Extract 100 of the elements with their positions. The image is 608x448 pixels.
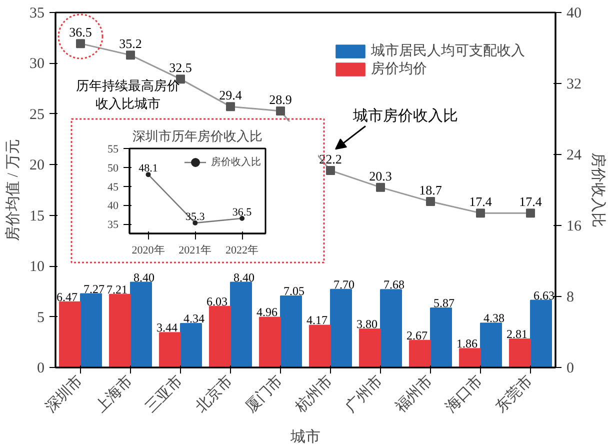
data-label: 7.05 xyxy=(284,284,304,298)
y2-tick-label: 24 xyxy=(566,148,582,164)
x-tick-label: 北京市 xyxy=(192,372,236,416)
point xyxy=(326,166,335,175)
data-label: 35.2 xyxy=(119,36,142,52)
data-label: 4.96 xyxy=(256,305,278,320)
bar xyxy=(230,282,252,368)
y-tick-label: 25 xyxy=(30,106,44,123)
x-tick-label: 2021年 xyxy=(178,244,212,256)
point xyxy=(226,102,235,112)
x-tick-label: 上海市 xyxy=(92,372,136,416)
bar xyxy=(359,328,381,368)
bar xyxy=(180,322,202,368)
bar xyxy=(59,301,81,368)
x-tick-label: 海口市 xyxy=(442,372,486,416)
y2-tick-label: 16 xyxy=(566,218,582,234)
point xyxy=(476,208,485,218)
bar xyxy=(109,294,131,368)
point xyxy=(276,106,285,116)
bar xyxy=(480,322,502,368)
data-label: 28.9 xyxy=(269,92,292,108)
y2-tick-label: 8 xyxy=(566,290,574,306)
y-tick-label: 10 xyxy=(30,259,44,276)
y2-tick-label: 32 xyxy=(566,76,582,92)
legend-label: 房价收入比 xyxy=(211,156,261,169)
data-label: 3.44 xyxy=(156,320,178,335)
y-tick-label: 40 xyxy=(108,200,119,212)
y2-axis-title: 房价收入比 xyxy=(590,152,606,228)
x-tick-label: 广州市 xyxy=(342,372,386,416)
data-label: 7.68 xyxy=(384,278,404,292)
x-tick-label: 杭州市 xyxy=(292,372,336,417)
legend-label: 城市居民人均可支配收入 xyxy=(371,42,525,60)
data-label: 4.17 xyxy=(306,313,328,328)
data-label: 1.86 xyxy=(456,336,478,351)
y-tick-label: 30 xyxy=(30,56,44,72)
point xyxy=(526,208,535,218)
x-tick-label: 深圳市 xyxy=(42,372,86,416)
bar xyxy=(280,295,302,368)
data-label: 36.5 xyxy=(69,24,92,40)
bar xyxy=(380,289,402,368)
bar xyxy=(509,338,531,368)
bar xyxy=(409,340,431,368)
bar xyxy=(430,307,452,368)
data-label: 6.63 xyxy=(534,288,554,302)
data-label: 7.27 xyxy=(84,282,104,296)
data-label: 20.3 xyxy=(369,168,392,184)
bar xyxy=(330,288,352,368)
data-label: 32.5 xyxy=(169,60,192,76)
data-label: 2.67 xyxy=(406,328,428,342)
legend-label: 房价均价 xyxy=(371,60,427,78)
bar xyxy=(80,293,102,368)
bar xyxy=(209,306,231,368)
data-label: 36.5 xyxy=(232,206,252,218)
data-label: 18.7 xyxy=(419,182,442,198)
bar xyxy=(159,332,181,368)
data-label: 7.21 xyxy=(106,282,128,296)
point xyxy=(376,182,385,192)
y-tick-label: 50 xyxy=(108,162,119,174)
data-label: 5.87 xyxy=(434,296,454,310)
y-tick-label: 15 xyxy=(30,208,44,224)
data-label: 4.34 xyxy=(184,311,204,326)
x-tick-label: 福州市 xyxy=(392,372,436,416)
data-label: 7.70 xyxy=(334,277,354,292)
data-label: 48.1 xyxy=(138,162,158,175)
data-label: 6.03 xyxy=(206,294,228,308)
x-tick-label: 2022年 xyxy=(226,244,259,256)
data-label: 2.81 xyxy=(506,327,528,341)
y2-tick-label: 0 xyxy=(566,360,574,376)
data-label: 35.3 xyxy=(186,210,206,223)
x-tick-label: 2020年 xyxy=(132,244,165,256)
annotation: 历年持续最高房价收入比城市 xyxy=(76,78,180,111)
y-tick-label: 55 xyxy=(108,144,119,156)
bar xyxy=(459,348,481,368)
x-tick-label: 厦门市 xyxy=(242,372,286,416)
y-tick-label: 20 xyxy=(30,158,44,174)
point xyxy=(426,197,435,206)
y2-tick-label: 40 xyxy=(566,6,582,22)
data-label: 8.40 xyxy=(134,270,154,284)
data-label: 17.4 xyxy=(519,194,542,210)
y-tick-label: 0 xyxy=(37,360,44,376)
y-tick-label: 35 xyxy=(108,219,119,232)
point xyxy=(76,39,85,48)
y-tick-label: 5 xyxy=(37,310,44,326)
x-axis-title: 城市 xyxy=(290,428,320,446)
y-tick-label: 45 xyxy=(108,181,119,194)
bar xyxy=(530,300,552,368)
annotation: 城市房价收入比 xyxy=(352,107,458,124)
point xyxy=(126,50,135,60)
data-label: 4.38 xyxy=(484,311,504,326)
bar xyxy=(259,316,281,368)
data-label: 29.4 xyxy=(219,88,242,103)
y-tick-label: 35 xyxy=(30,6,44,22)
data-label: 8.40 xyxy=(234,270,254,284)
x-tick-label: 东莞市 xyxy=(492,372,536,416)
data-label: 6.47 xyxy=(56,290,78,304)
data-label: 17.4 xyxy=(469,194,492,210)
y-axis-title: 房价均值 / 万元 xyxy=(4,139,22,241)
data-label: 3.80 xyxy=(356,316,378,331)
bar xyxy=(130,282,152,368)
x-tick-label: 三亚市 xyxy=(142,372,186,416)
